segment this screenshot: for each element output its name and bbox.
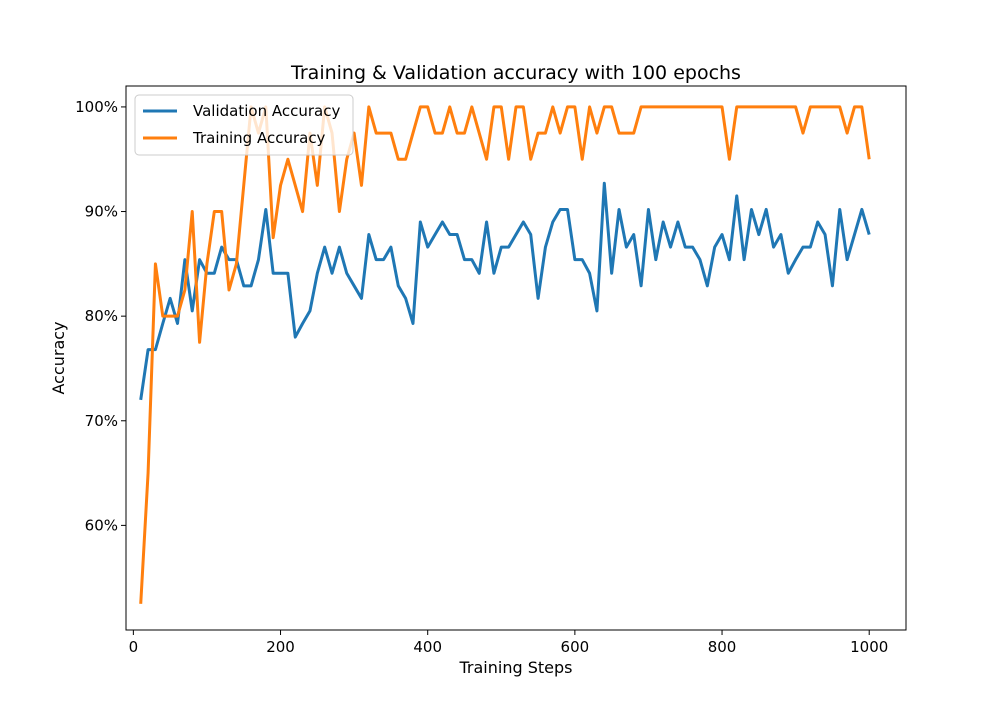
x-axis-label: Training Steps <box>459 658 573 677</box>
x-tick-label: 800 <box>708 638 737 656</box>
x-axis-ticks: 0 200 400 600 800 1000 <box>129 630 888 656</box>
y-tick-label: 90% <box>85 203 118 221</box>
y-tick-label: 100% <box>75 98 118 116</box>
chart-title: Training & Validation accuracy with 100 … <box>290 62 741 84</box>
x-tick-label: 1000 <box>850 638 888 656</box>
x-tick-label: 200 <box>266 638 295 656</box>
x-tick-label: 600 <box>561 638 590 656</box>
plot-frame <box>125 85 907 631</box>
y-tick-label: 80% <box>85 307 118 325</box>
y-tick-label: 60% <box>85 516 118 534</box>
legend-label-validation: Validation Accuracy <box>193 102 340 120</box>
x-tick-label: 400 <box>413 638 442 656</box>
y-axis-label: Accuracy <box>49 321 68 394</box>
legend-box <box>134 94 354 156</box>
series-line-validation-accuracy <box>139 181 871 401</box>
y-tick-label: 70% <box>85 412 118 430</box>
plot-area <box>126 86 906 630</box>
legend-label-training: Training Accuracy <box>192 129 326 147</box>
y-axis-ticks: 60% 70% 80% 90% 100% <box>75 98 126 534</box>
legend: Validation Accuracy Training Accuracy <box>134 94 354 156</box>
x-tick-label: 0 <box>129 638 139 656</box>
